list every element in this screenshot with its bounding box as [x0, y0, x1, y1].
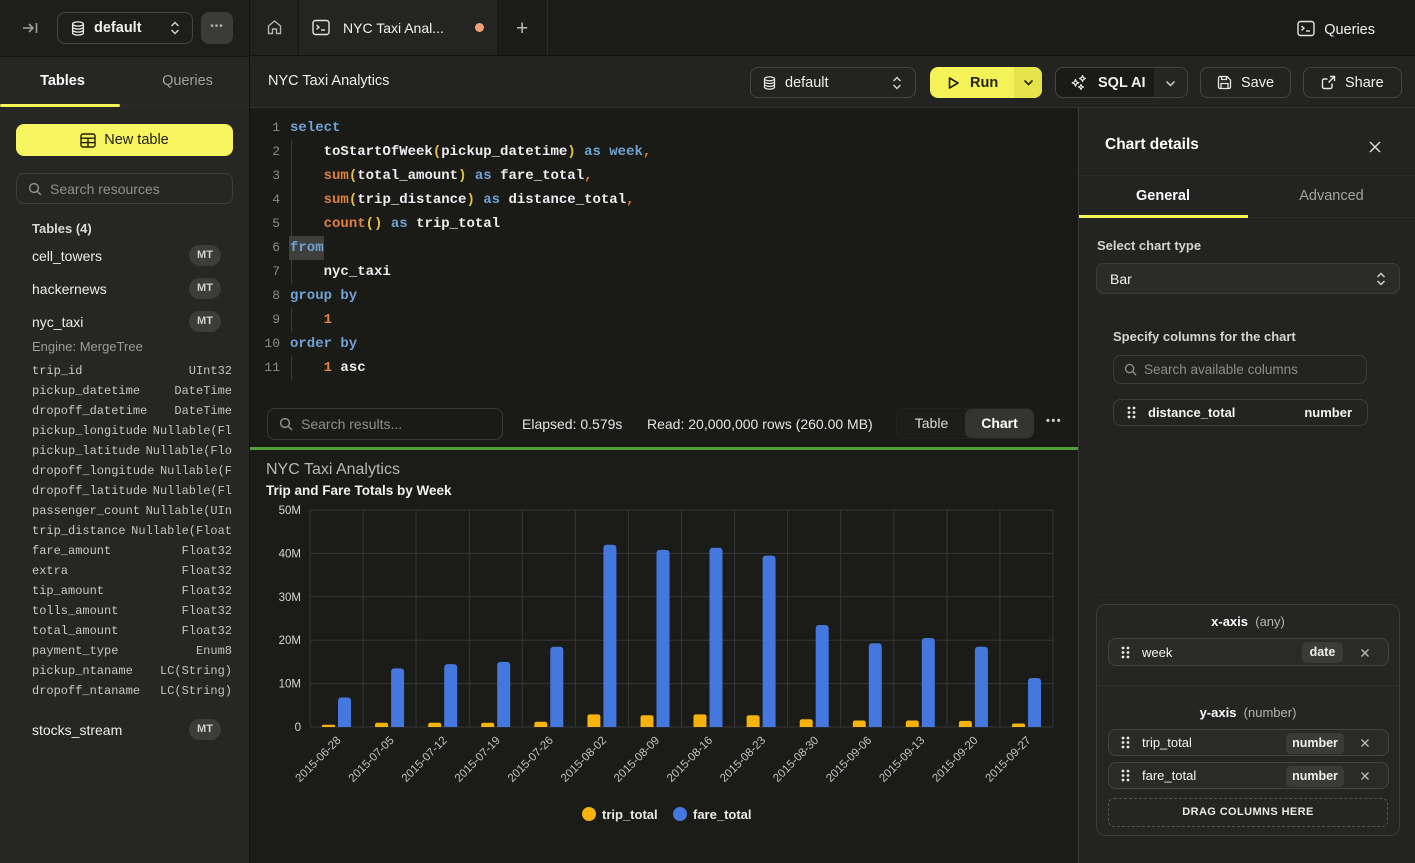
svg-text:50M: 50M [279, 505, 301, 517]
svg-text:2015-08-09: 2015-08-09 [612, 735, 662, 785]
svg-text:fare_total: fare_total [693, 807, 752, 822]
svg-text:10M: 10M [279, 679, 301, 691]
svg-text:20M: 20M [279, 635, 301, 647]
svg-text:2015-06-28: 2015-06-28 [294, 735, 344, 785]
svg-text:30M: 30M [279, 592, 301, 604]
svg-text:2015-09-20: 2015-09-20 [930, 735, 980, 785]
svg-text:2015-08-02: 2015-08-02 [559, 735, 609, 785]
svg-text:2015-09-06: 2015-09-06 [824, 735, 874, 785]
svg-text:0: 0 [295, 722, 301, 734]
svg-text:trip_total: trip_total [602, 807, 658, 822]
svg-text:40M: 40M [279, 548, 301, 560]
svg-text:2015-08-23: 2015-08-23 [718, 735, 768, 785]
svg-text:2015-09-27: 2015-09-27 [984, 735, 1034, 785]
svg-text:2015-07-12: 2015-07-12 [400, 735, 450, 785]
svg-text:2015-07-26: 2015-07-26 [506, 735, 556, 785]
svg-text:2015-09-13: 2015-09-13 [877, 735, 927, 785]
svg-text:2015-07-05: 2015-07-05 [347, 735, 397, 785]
svg-text:2015-08-30: 2015-08-30 [771, 735, 821, 785]
svg-text:2015-08-16: 2015-08-16 [665, 735, 715, 785]
svg-text:2015-07-19: 2015-07-19 [453, 735, 503, 785]
